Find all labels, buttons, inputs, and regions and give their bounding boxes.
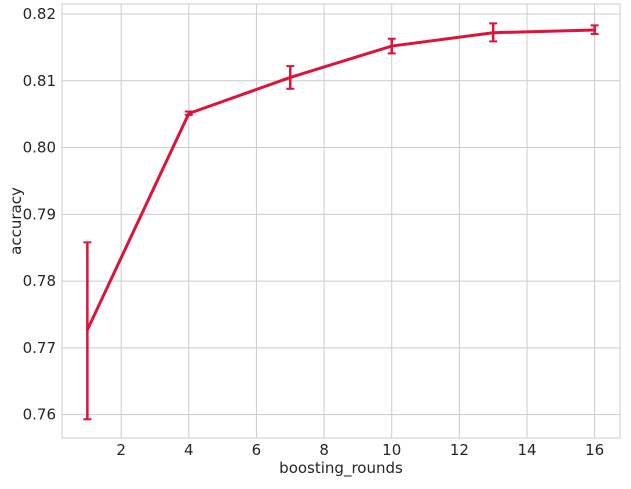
grid: [62, 4, 620, 438]
y-tick-label: 0.82: [23, 5, 56, 23]
x-axis-ticks: 2 4 6 8 10 12 14 16: [116, 441, 604, 459]
x-axis-label: boosting_rounds: [279, 459, 403, 478]
y-tick-label: 0.78: [23, 272, 56, 290]
x-tick-label: 16: [585, 441, 604, 459]
series-layer: [83, 22, 599, 421]
y-tick-label: 0.81: [23, 72, 56, 90]
x-tick-label: 12: [450, 441, 469, 459]
y-tick-label: 0.76: [23, 406, 56, 424]
y-axis-label: accuracy: [7, 187, 25, 255]
y-tick-label: 0.79: [23, 205, 56, 223]
y-tick-label: 0.80: [23, 139, 56, 157]
x-tick-label: 10: [382, 441, 401, 459]
x-tick-label: 8: [319, 441, 329, 459]
plot-frame: [61, 3, 621, 439]
series-line: [85, 28, 597, 332]
x-tick-label: 2: [116, 441, 126, 459]
x-tick-label: 4: [184, 441, 194, 459]
x-tick-label: 14: [517, 441, 536, 459]
y-tick-label: 0.77: [23, 339, 56, 357]
y-axis-ticks: 0.76 0.77 0.78 0.79 0.80 0.81 0.82: [23, 5, 56, 424]
x-tick-label: 6: [252, 441, 262, 459]
